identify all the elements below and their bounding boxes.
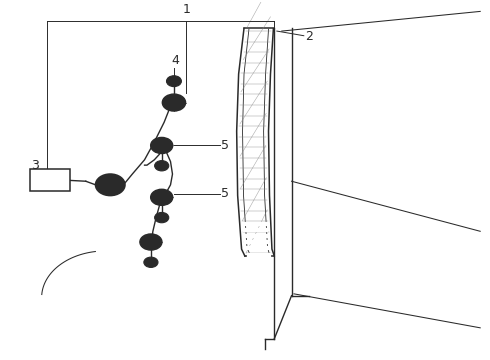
Text: 3: 3 (31, 159, 39, 172)
Circle shape (155, 212, 169, 223)
Circle shape (96, 174, 125, 195)
Text: 5: 5 (220, 187, 228, 200)
Circle shape (155, 161, 169, 171)
Text: 5: 5 (220, 139, 228, 152)
Text: 2: 2 (305, 30, 313, 43)
Circle shape (151, 138, 172, 153)
Circle shape (151, 189, 172, 205)
Circle shape (140, 234, 162, 250)
FancyBboxPatch shape (30, 170, 70, 191)
Circle shape (144, 257, 158, 267)
Text: 1: 1 (182, 3, 190, 16)
Circle shape (167, 76, 181, 87)
Text: 4: 4 (172, 54, 179, 67)
Circle shape (162, 94, 186, 111)
